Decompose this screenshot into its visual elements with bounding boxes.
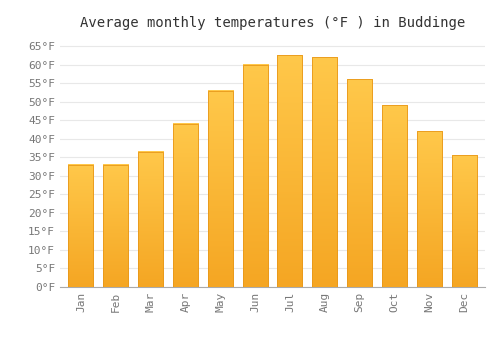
Bar xyxy=(452,155,476,287)
Bar xyxy=(382,105,407,287)
Title: Average monthly temperatures (°F ) in Buddinge: Average monthly temperatures (°F ) in Bu… xyxy=(80,16,465,30)
Bar xyxy=(312,57,338,287)
Bar xyxy=(68,165,94,287)
Bar xyxy=(416,131,442,287)
Bar xyxy=(242,65,268,287)
Bar xyxy=(278,55,302,287)
Bar xyxy=(138,152,163,287)
Bar xyxy=(208,91,233,287)
Bar xyxy=(173,124,198,287)
Bar xyxy=(103,165,128,287)
Bar xyxy=(347,79,372,287)
